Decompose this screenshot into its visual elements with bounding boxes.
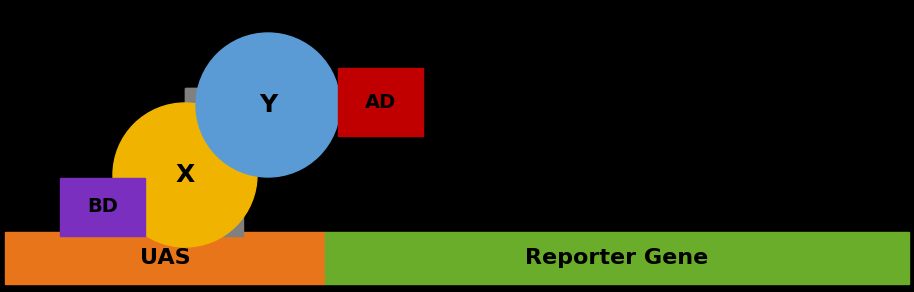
Text: Y: Y — [259, 93, 277, 117]
Text: BD: BD — [87, 197, 118, 216]
Bar — [325, 232, 909, 284]
Bar — [185, 88, 243, 236]
Text: X: X — [175, 163, 195, 187]
Circle shape — [196, 33, 340, 177]
Text: Reporter Gene: Reporter Gene — [526, 248, 708, 268]
Text: AD: AD — [365, 93, 396, 112]
Bar — [338, 68, 423, 136]
Circle shape — [113, 103, 257, 247]
Text: UAS: UAS — [140, 248, 190, 268]
Bar — [5, 232, 325, 284]
Bar — [60, 178, 145, 236]
Bar — [185, 88, 303, 146]
